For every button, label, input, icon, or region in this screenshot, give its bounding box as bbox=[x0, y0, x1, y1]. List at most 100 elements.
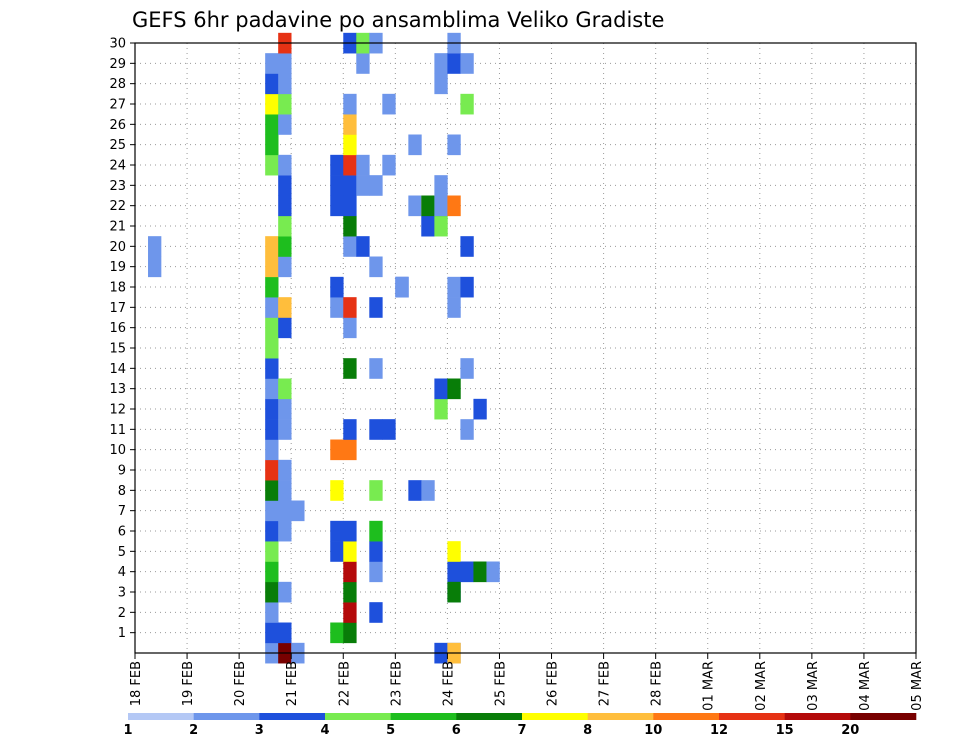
heat-cell bbox=[395, 276, 409, 298]
heat-cell bbox=[473, 561, 487, 583]
colorbar-swatch bbox=[653, 713, 720, 720]
heat-cell bbox=[343, 134, 357, 156]
y-tick-label: 26 bbox=[109, 118, 126, 133]
heat-cell bbox=[265, 541, 279, 562]
heat-cell bbox=[265, 276, 279, 298]
colorbar-swatch bbox=[325, 713, 391, 720]
colorbar-label: 2 bbox=[189, 723, 198, 738]
heat-cell bbox=[278, 480, 292, 501]
heat-cell bbox=[278, 154, 292, 176]
heat-cell bbox=[278, 297, 292, 318]
heat-cell bbox=[343, 358, 357, 379]
heat-cell bbox=[330, 439, 344, 461]
heat-cell bbox=[265, 154, 279, 176]
heat-cell bbox=[265, 500, 279, 522]
y-tick-label: 14 bbox=[109, 362, 126, 377]
heat-cell bbox=[460, 358, 474, 379]
heat-cell bbox=[330, 175, 344, 196]
heat-cell bbox=[343, 419, 357, 440]
heat-cell bbox=[291, 500, 305, 522]
y-tick-label: 7 bbox=[118, 504, 126, 519]
y-tick-label: 25 bbox=[109, 138, 126, 153]
y-tick-label: 5 bbox=[118, 545, 126, 560]
heat-cell bbox=[278, 53, 292, 74]
heat-cell bbox=[460, 419, 474, 440]
heat-cell bbox=[265, 236, 279, 257]
heat-cell bbox=[356, 236, 370, 257]
heat-cell bbox=[265, 378, 279, 400]
colorbar-label: 10 bbox=[644, 723, 662, 738]
heat-cell bbox=[369, 419, 383, 440]
x-tick-label: 03 MAR bbox=[806, 661, 821, 711]
heat-cell bbox=[421, 480, 435, 501]
heat-cell bbox=[343, 114, 357, 135]
heat-cell bbox=[343, 154, 357, 176]
colorbar-label: 1 bbox=[123, 723, 132, 738]
x-tick-label: 22 FEB bbox=[337, 661, 352, 706]
colorbar-swatch bbox=[390, 713, 457, 720]
heat-cell bbox=[330, 195, 344, 217]
heat-cell bbox=[460, 53, 474, 74]
y-tick-label: 2 bbox=[118, 606, 126, 621]
y-axis: 1234567891011121314151617181920212223242… bbox=[109, 37, 135, 641]
y-tick-label: 30 bbox=[109, 37, 126, 52]
heat-cell bbox=[382, 154, 396, 176]
colorbar-label: 7 bbox=[517, 723, 526, 738]
heat-cell bbox=[447, 541, 461, 562]
heat-cell bbox=[434, 53, 448, 74]
colorbar-swatch bbox=[456, 713, 523, 720]
colorbar-swatch bbox=[719, 713, 785, 720]
colorbar: 1 2 3 4 5 6 7 8 10 12 15 20 bbox=[123, 713, 917, 738]
heat-cell bbox=[434, 195, 448, 217]
chart-title: GEFS 6hr padavine po ansamblima Veliko G… bbox=[132, 8, 664, 32]
heat-cell bbox=[408, 480, 422, 501]
heat-cell bbox=[434, 175, 448, 196]
y-tick-label: 9 bbox=[118, 464, 126, 479]
heat-cell bbox=[278, 317, 292, 339]
x-tick-label: 26 FEB bbox=[546, 661, 561, 706]
heat-cell bbox=[343, 520, 357, 542]
heat-cell bbox=[447, 378, 461, 400]
x-tick-label: 24 FEB bbox=[441, 661, 456, 706]
heat-cell bbox=[369, 297, 383, 318]
heat-cell bbox=[434, 73, 448, 95]
heat-cell bbox=[265, 439, 279, 461]
heat-cell bbox=[369, 256, 383, 278]
heat-cell bbox=[460, 561, 474, 583]
heat-cell bbox=[343, 439, 357, 461]
x-tick-label: 04 MAR bbox=[858, 661, 873, 711]
heat-cell bbox=[434, 398, 448, 420]
heat-cell bbox=[434, 215, 448, 237]
heat-cell bbox=[369, 561, 383, 583]
heat-cell bbox=[421, 195, 435, 217]
colorbar-swatch bbox=[128, 713, 194, 720]
heat-cell bbox=[265, 398, 279, 420]
heat-cell bbox=[265, 53, 279, 74]
heat-cell bbox=[447, 134, 461, 156]
x-axis: 18 FEB 19 FEB 20 FEB 21 FEB 22 FEB 23 FEB 24 F… bbox=[129, 653, 925, 711]
heat-cell bbox=[421, 215, 435, 237]
heat-cell bbox=[356, 53, 370, 74]
x-tick-label: 23 FEB bbox=[389, 661, 404, 706]
y-tick-label: 15 bbox=[109, 342, 126, 357]
heat-cell bbox=[278, 378, 292, 400]
heat-cell bbox=[278, 419, 292, 440]
colorbar-swatch bbox=[259, 713, 326, 720]
heat-cell bbox=[278, 256, 292, 278]
heat-cell bbox=[343, 317, 357, 339]
colorbar-label: 12 bbox=[710, 723, 728, 738]
heat-cell bbox=[369, 520, 383, 542]
x-tick-label: 27 FEB bbox=[598, 661, 613, 706]
heat-cell bbox=[343, 622, 357, 644]
y-tick-label: 17 bbox=[109, 301, 126, 316]
heat-cell bbox=[330, 297, 344, 318]
colorbar-label: 8 bbox=[583, 723, 592, 738]
heat-cell bbox=[343, 175, 357, 196]
colorbar-label: 6 bbox=[452, 723, 461, 738]
heat-cell bbox=[278, 114, 292, 135]
heat-cell bbox=[148, 256, 162, 278]
heat-cell bbox=[278, 93, 292, 115]
y-tick-label: 12 bbox=[109, 403, 126, 418]
heat-cell bbox=[330, 520, 344, 542]
